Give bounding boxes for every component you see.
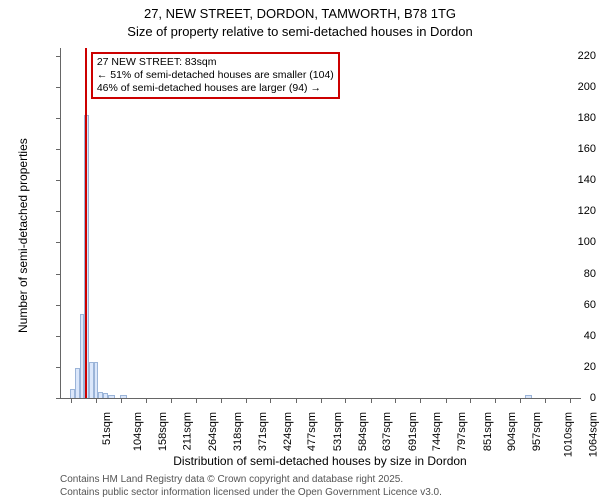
y-axis-label: Number of semi-detached properties: [16, 138, 30, 333]
x-tick-label: 904sqm: [507, 412, 519, 451]
y-tick-label: 80: [542, 268, 596, 280]
x-tick-label: 318sqm: [232, 412, 244, 451]
y-tick-label: 60: [542, 299, 596, 311]
x-tick-label: 264sqm: [207, 412, 219, 451]
histogram-bar: [525, 395, 532, 398]
x-tick-label: 1010sqm: [562, 412, 574, 457]
x-tick-label: 424sqm: [282, 412, 294, 451]
x-tick-label: 477sqm: [307, 412, 319, 451]
x-axis-label: Distribution of semi-detached houses by …: [60, 454, 580, 468]
annotation-line2: ← 51% of semi-detached houses are smalle…: [97, 69, 334, 82]
y-tick-label: 140: [542, 174, 596, 186]
x-tick-label: 851sqm: [482, 412, 494, 451]
plot-area: [60, 48, 581, 399]
footer-attribution: Contains HM Land Registry data © Crown c…: [60, 474, 442, 499]
x-tick-label: 637sqm: [382, 412, 394, 451]
y-tick-label: 20: [542, 361, 596, 373]
chart-title-sub: Size of property relative to semi-detach…: [0, 24, 600, 39]
y-tick-label: 40: [542, 330, 596, 342]
annotation-line1: 27 NEW STREET: 83sqm: [97, 56, 334, 69]
footer-line2: Contains public sector information licen…: [60, 487, 442, 500]
y-tick-label: 0: [542, 392, 596, 404]
x-tick-label: 744sqm: [432, 412, 444, 451]
annotation-box: 27 NEW STREET: 83sqm ← 51% of semi-detac…: [91, 52, 340, 99]
histogram-bar: [120, 395, 127, 398]
x-tick-label: 211sqm: [181, 412, 193, 450]
x-tick-label: 584sqm: [357, 412, 369, 451]
chart-container: 27, NEW STREET, DORDON, TAMWORTH, B78 1T…: [0, 0, 600, 500]
x-tick-label: 104sqm: [132, 412, 144, 451]
x-tick-label: 957sqm: [531, 412, 543, 451]
x-tick-label: 51sqm: [101, 412, 113, 445]
y-tick-label: 200: [542, 81, 596, 93]
x-tick-label: 531sqm: [332, 412, 344, 451]
y-tick-label: 180: [542, 112, 596, 124]
histogram-bar: [108, 395, 115, 398]
x-tick-label: 691sqm: [407, 412, 419, 451]
x-tick-label: 1064sqm: [588, 412, 600, 457]
annotation-line3: 46% of semi-detached houses are larger (…: [97, 82, 334, 95]
highlight-line: [85, 48, 87, 398]
chart-title-main: 27, NEW STREET, DORDON, TAMWORTH, B78 1T…: [0, 6, 600, 21]
y-tick-label: 160: [542, 143, 596, 155]
x-tick-label: 158sqm: [157, 412, 169, 451]
footer-line1: Contains HM Land Registry data © Crown c…: [60, 474, 442, 487]
x-tick-label: 371sqm: [257, 412, 269, 451]
y-tick-label: 100: [542, 236, 596, 248]
x-tick-label: 797sqm: [456, 412, 468, 451]
y-tick-label: 120: [542, 205, 596, 217]
y-tick-label: 220: [542, 50, 596, 62]
